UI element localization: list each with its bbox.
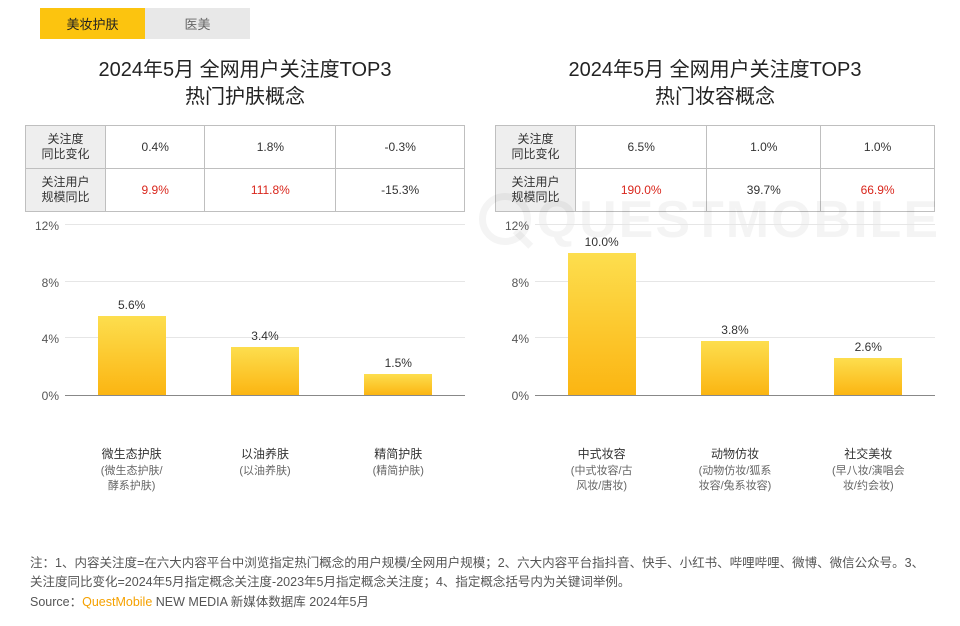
panel: 2024年5月 全网用户关注度TOP3热门妆容概念关注度同比变化6.5%1.0%… (480, 57, 950, 494)
x-label: 微生态护肤(微生态护肤/酵系护肤) (87, 447, 177, 494)
table-cell: -0.3% (336, 126, 465, 169)
y-axis: 0%4%8%12% (25, 226, 65, 396)
table-cell: 39.7% (707, 169, 821, 212)
footnote-source: Source：QuestMobile NEW MEDIA 新媒体数据库 2024… (30, 593, 930, 612)
bar (701, 341, 769, 395)
y-tick: 12% (35, 219, 59, 233)
y-tick: 0% (512, 389, 529, 403)
bar-value-label: 2.6% (855, 340, 882, 354)
table-cell: 1.0% (821, 126, 935, 169)
x-label: 精简护肤(精简护肤) (353, 447, 443, 494)
table-cell: 1.0% (707, 126, 821, 169)
bar-value-label: 5.6% (118, 298, 145, 312)
data-table: 关注度同比变化6.5%1.0%1.0%关注用户规模同比190.0%39.7%66… (495, 125, 935, 212)
bar-column: 3.4% (230, 329, 300, 395)
tab-inactive[interactable]: 医美 (145, 8, 250, 39)
footnote: 注：1、内容关注度=在六大内容平台中浏览指定热门概念的用户规模/全网用户规模；2… (30, 554, 930, 612)
panels: 2024年5月 全网用户关注度TOP3热门护肤概念关注度同比变化0.4%1.8%… (0, 39, 960, 494)
y-tick: 8% (42, 276, 59, 290)
x-label: 以油养肤(以油养肤) (220, 447, 310, 494)
table-cell: 66.9% (821, 169, 935, 212)
bar-value-label: 3.4% (251, 329, 278, 343)
tab-active[interactable]: 美妆护肤 (40, 8, 145, 39)
bar-column: 2.6% (833, 340, 903, 395)
bar (231, 347, 299, 395)
footnote-note: 注：1、内容关注度=在六大内容平台中浏览指定热门概念的用户规模/全网用户规模；2… (30, 554, 930, 592)
bar (364, 374, 432, 395)
bar-column: 5.6% (97, 298, 167, 395)
x-label: 动物仿妆(动物仿妆/狐系妆容/兔系妆容) (690, 447, 780, 494)
bar-value-label: 3.8% (721, 323, 748, 337)
panel: 2024年5月 全网用户关注度TOP3热门护肤概念关注度同比变化0.4%1.8%… (10, 57, 480, 494)
bar-column: 1.5% (363, 356, 433, 395)
table-cell: 6.5% (576, 126, 707, 169)
y-tick: 8% (512, 276, 529, 290)
y-tick: 0% (42, 389, 59, 403)
plot-area: 10.0% 3.8% 2.6% (535, 226, 935, 396)
x-label: 社交美妆(早八妆/演唱会妆/约会妆) (823, 447, 913, 494)
y-axis: 0%4%8%12% (495, 226, 535, 396)
bar-chart: 0%4%8%12%5.6%3.4%1.5% (25, 226, 465, 441)
bar-value-label: 1.5% (385, 356, 412, 370)
bar-chart: 0%4%8%12%10.0%3.8%2.6% (495, 226, 935, 441)
tabs: 美妆护肤医美 (0, 0, 960, 39)
panel-title: 2024年5月 全网用户关注度TOP3热门护肤概念 (25, 57, 465, 111)
x-axis-labels: 微生态护肤(微生态护肤/酵系护肤) 以油养肤(以油养肤) 精简护肤(精简护肤) (65, 447, 465, 494)
table-cell: 190.0% (576, 169, 707, 212)
bar (568, 253, 636, 395)
y-tick: 4% (42, 332, 59, 346)
table-cell: 1.8% (205, 126, 336, 169)
x-axis-labels: 中式妆容(中式妆容/古风妆/唐妆) 动物仿妆(动物仿妆/狐系妆容/兔系妆容) 社交美… (535, 447, 935, 494)
x-label: 中式妆容(中式妆容/古风妆/唐妆) (557, 447, 647, 494)
table-row-header: 关注用户规模同比 (496, 169, 576, 212)
plot-area: 5.6% 3.4% 1.5% (65, 226, 465, 396)
panel-title: 2024年5月 全网用户关注度TOP3热门妆容概念 (495, 57, 935, 111)
bar-value-label: 10.0% (585, 235, 619, 249)
y-tick: 4% (512, 332, 529, 346)
brand-questmobile: QuestMobile (82, 595, 152, 609)
bar (98, 316, 166, 395)
table-row-header: 关注度同比变化 (26, 126, 106, 169)
table-cell: 0.4% (106, 126, 205, 169)
table-row-header: 关注度同比变化 (496, 126, 576, 169)
table-cell: 111.8% (205, 169, 336, 212)
table-row-header: 关注用户规模同比 (26, 169, 106, 212)
table-cell: 9.9% (106, 169, 205, 212)
table-cell: -15.3% (336, 169, 465, 212)
bar (834, 358, 902, 395)
bar-column: 10.0% (567, 235, 637, 395)
data-table: 关注度同比变化0.4%1.8%-0.3% 关注用户规模同比9.9%111.8%-1… (25, 125, 465, 212)
y-tick: 12% (505, 219, 529, 233)
bar-column: 3.8% (700, 323, 770, 395)
